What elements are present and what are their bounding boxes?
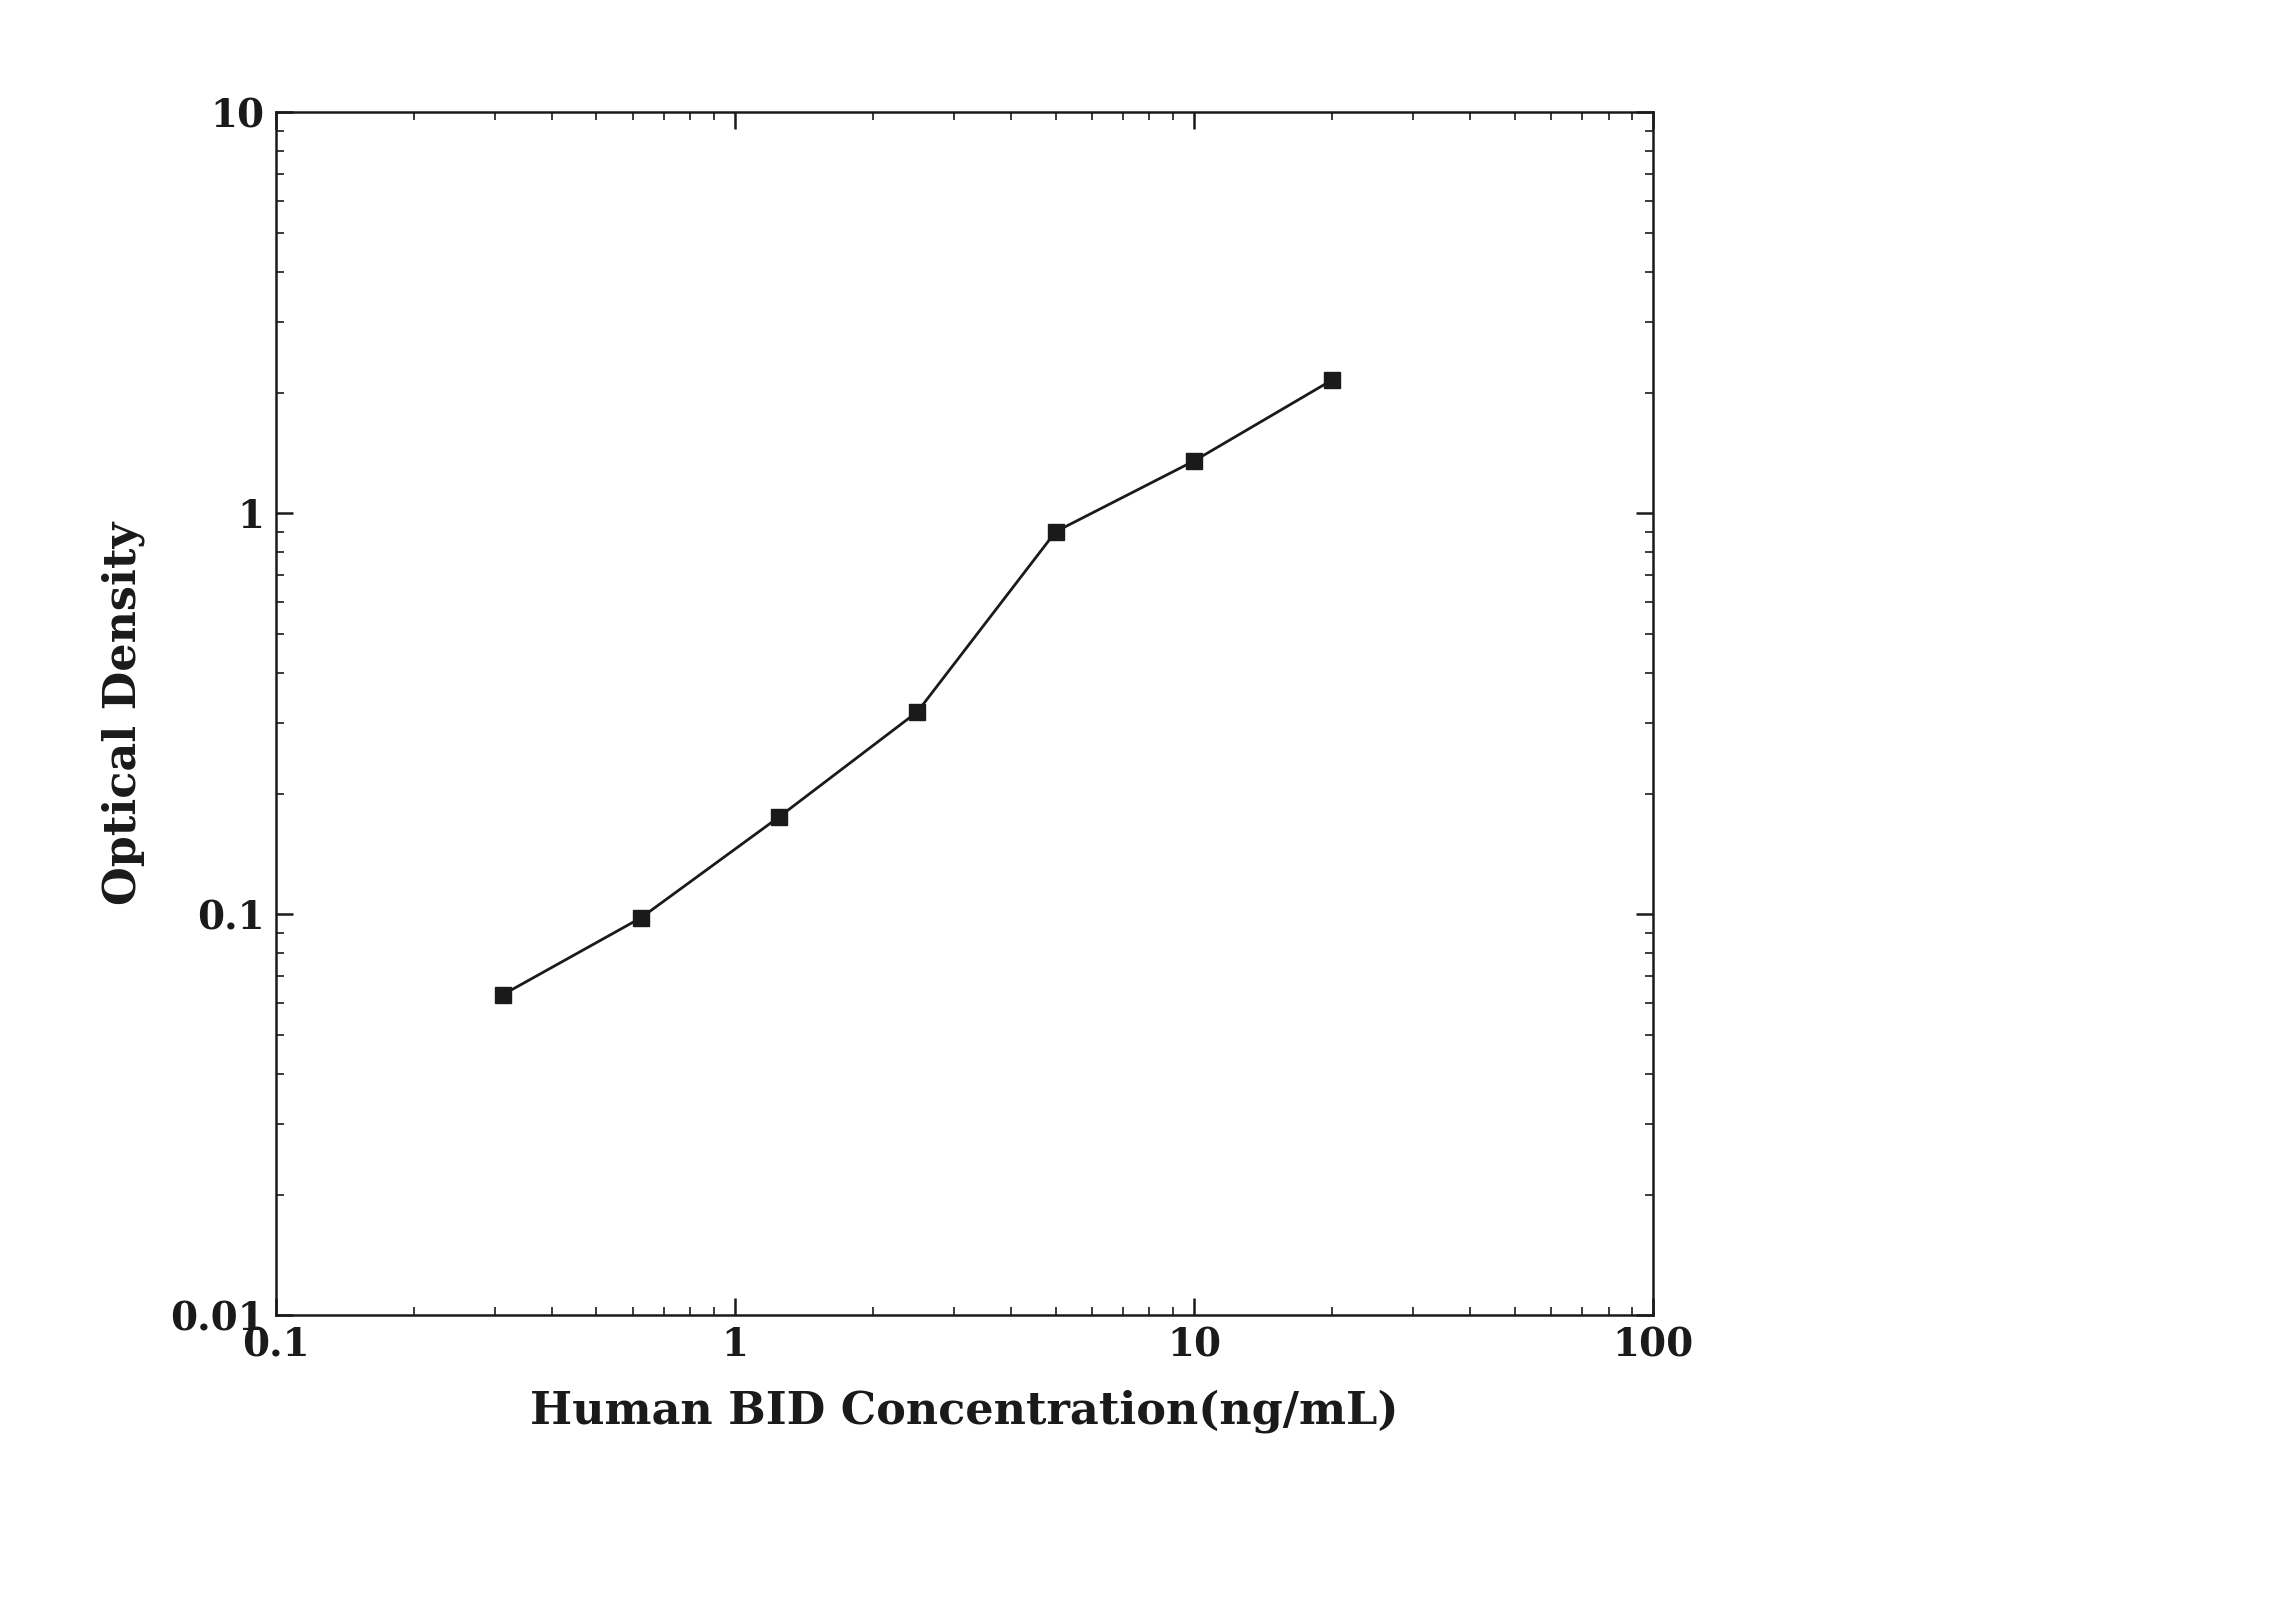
Y-axis label: Optical Density: Optical Density: [101, 523, 145, 905]
X-axis label: Human BID Concentration(ng/mL): Human BID Concentration(ng/mL): [530, 1389, 1398, 1432]
